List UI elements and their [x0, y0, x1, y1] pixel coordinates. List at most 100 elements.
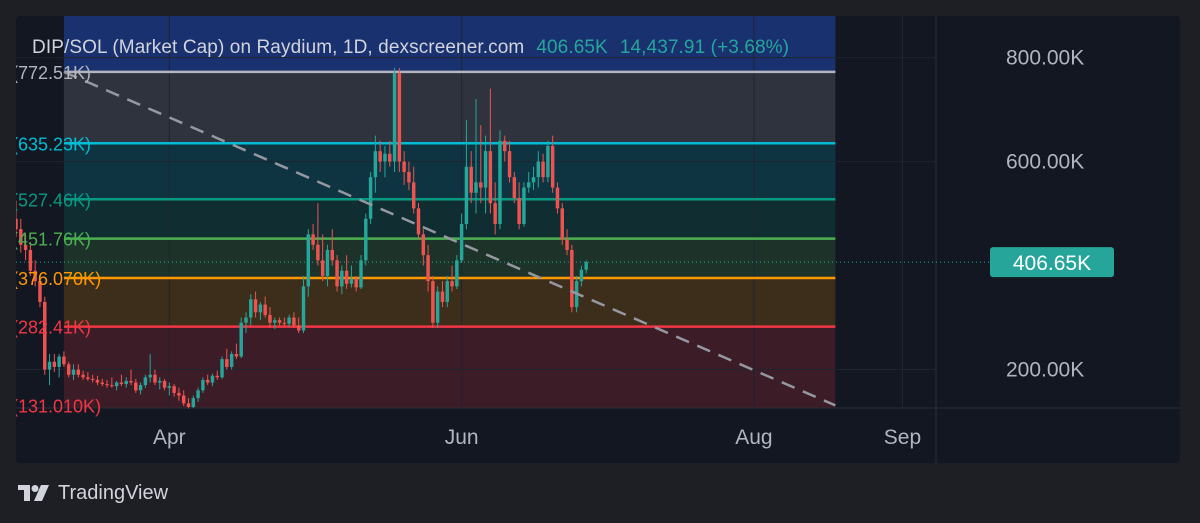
candle [249, 299, 253, 318]
candle [215, 375, 219, 378]
fib-level-label: (282.41K) [16, 318, 91, 338]
current-price-label: 406.65K [1013, 252, 1091, 275]
candle [201, 379, 205, 391]
candle [71, 369, 76, 375]
candle [536, 161, 541, 178]
candle [344, 270, 349, 284]
trendline [63, 70, 836, 407]
price-tick-label: 800.00K [1006, 47, 1084, 70]
candle [579, 269, 584, 282]
candle [368, 177, 373, 219]
time-tick-label: Aug [735, 426, 772, 449]
candle [90, 378, 95, 380]
fib-band [63, 277, 836, 327]
candle [397, 73, 402, 162]
time-axis: Apr Jun Aug Sep [153, 426, 921, 449]
candle [177, 392, 181, 396]
candle [584, 262, 588, 270]
fib-bands [63, 16, 836, 408]
candle [411, 182, 416, 209]
candle [503, 140, 507, 152]
candle [512, 177, 517, 198]
candle [191, 398, 196, 407]
candle [162, 380, 167, 388]
candle [479, 182, 483, 188]
candle [440, 291, 445, 302]
candle [335, 260, 339, 287]
candle [239, 322, 243, 357]
chart-panel[interactable]: (772.51K) (635.23K) (527.46K) (451.76K) (376… [16, 16, 1180, 463]
candle [19, 229, 23, 245]
price-tick-label: 600.00K [1006, 151, 1084, 174]
candle [148, 374, 152, 378]
candle [498, 140, 502, 224]
candle [57, 356, 61, 367]
candle [277, 320, 282, 323]
candle [220, 359, 224, 378]
candle [483, 151, 488, 188]
candle [359, 260, 363, 288]
candle [119, 382, 124, 385]
candle [138, 385, 143, 391]
candle [560, 208, 564, 240]
candle [124, 380, 128, 385]
fib-band [63, 405, 836, 408]
candle [421, 234, 426, 256]
fib-level-label: (635.23K) [16, 134, 91, 154]
candle [105, 384, 109, 386]
candle [392, 73, 397, 162]
chart-header: DIP/SOL (Market Cap) on Raydium, 1D, dex… [32, 37, 789, 59]
price-tick-label: 200.00K [1006, 359, 1084, 382]
fib-band [63, 199, 836, 239]
candle [435, 291, 440, 323]
candle [114, 382, 119, 387]
current-price-badge [990, 247, 1114, 278]
candle [181, 395, 186, 404]
chart-title: DIP/SOL (Market Cap) on Raydium, 1D, dex… [32, 37, 525, 58]
candle [402, 161, 406, 172]
candle [16, 218, 18, 230]
candle [330, 249, 334, 261]
candle [416, 208, 421, 235]
candle [33, 270, 37, 282]
candle [287, 317, 291, 324]
trendline-layer [63, 70, 836, 407]
candlestick-chart[interactable]: (772.51K) (635.23K) (527.46K) (451.76K) (376… [16, 16, 1180, 463]
candle [143, 377, 148, 386]
candle [522, 187, 526, 224]
candle [426, 255, 430, 282]
candle [38, 281, 42, 302]
fib-level-label: (451.76K) [16, 230, 91, 250]
candle [306, 234, 311, 287]
fib-level-label: (376.070K) [16, 269, 101, 289]
candle [488, 151, 493, 204]
candle [301, 286, 306, 331]
candle [445, 281, 449, 302]
candle [81, 374, 85, 378]
candle [196, 390, 200, 399]
fib-level-label: (131.010K) [16, 396, 101, 416]
candle [316, 244, 320, 261]
candle [292, 317, 296, 326]
candle [349, 278, 354, 284]
candle [205, 379, 210, 383]
candle [493, 203, 497, 224]
candle [86, 377, 90, 379]
fib-level-labels: (772.51K) (635.23K) (527.46K) (451.76K) (376… [16, 63, 101, 417]
price-axis: 200.00K 600.00K 800.00K 406.65K [990, 47, 1114, 382]
price-change: 14,437.91 (+3.68%) [619, 37, 790, 58]
candle [210, 375, 215, 383]
candle [469, 166, 473, 193]
candle [268, 314, 272, 323]
candle [373, 151, 378, 178]
candle [340, 270, 344, 287]
candle [282, 322, 287, 324]
fib-band [63, 71, 836, 144]
candle [320, 260, 325, 276]
candle [450, 281, 454, 287]
fib-level-label: (772.51K) [16, 63, 91, 83]
candle [66, 364, 71, 375]
time-tick-label: Jun [445, 426, 479, 449]
time-tick-label: Apr [153, 426, 186, 449]
candle [186, 403, 191, 407]
